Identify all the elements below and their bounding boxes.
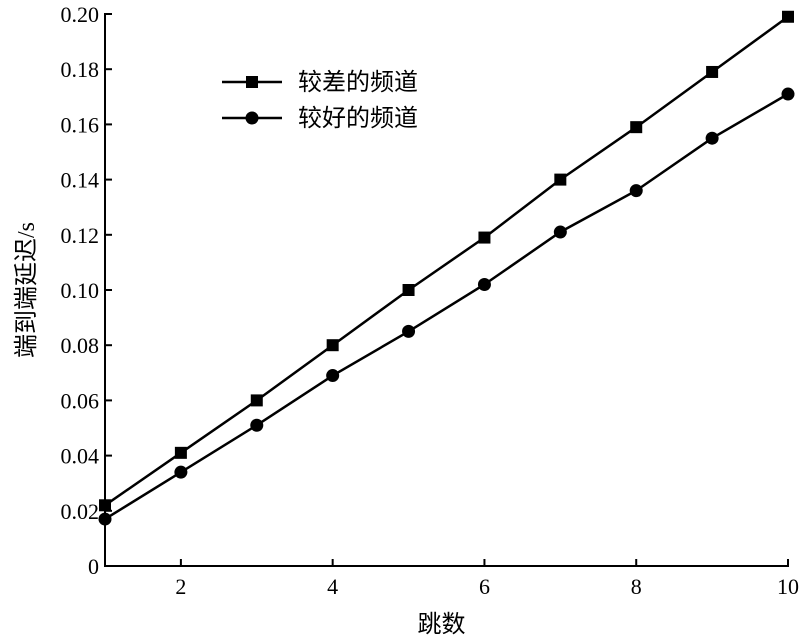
legend-entry: 较差的频道 [222,69,418,96]
y-axis-title: 端到端延迟/s [13,222,40,358]
legend-square-marker [246,76,258,88]
y-tick-label: 0 [88,554,99,579]
y-tick-label: 0.08 [61,333,100,358]
square-data-point [402,284,415,296]
square-data-point [326,339,339,352]
square-data-point [554,173,567,186]
square-data-point [99,499,111,512]
y-tick-label: 0.06 [61,388,100,413]
legend-circle-marker [245,111,259,125]
x-tick-label: 8 [631,574,642,599]
y-tick-label: 0.18 [61,57,100,82]
x-axis-title: 跳数 [418,611,466,638]
legend-entry: 较好的频道 [222,105,418,132]
circle-data-point [629,184,643,198]
circle-data-point [326,369,340,383]
y-ticks: 0 0.02 0.04 0.06 0.08 0.10 0.12 0.14 0.16 0.18 0.2… [61,2,112,579]
x-tick-label: 6 [479,574,490,599]
circle-data-point [174,465,188,479]
y-tick-label: 0.14 [61,168,100,193]
square-data-point [782,10,794,23]
series-2 [98,87,795,526]
legend-label: 较好的频道 [298,105,418,132]
series-1 [99,10,794,512]
square-data-point [478,231,491,244]
square-data-point [174,446,187,459]
circle-data-point [705,131,719,145]
y-tick-label: 0.04 [61,444,100,469]
y-tick-label: 0.12 [61,223,100,248]
x-tick-label: 4 [327,574,338,599]
circle-data-point [98,512,112,526]
legend-label: 较差的频道 [298,69,418,96]
square-data-point [630,121,643,134]
circle-data-point [477,277,491,291]
series-line [104,92,789,521]
x-ticks: 2 4 6 8 10 [175,559,799,599]
series-line [104,15,789,507]
circle-data-point [250,418,264,432]
y-tick-label: 0.16 [61,112,100,137]
axes [104,13,789,567]
x-tick-label: 10 [777,574,799,599]
series-layer [98,10,795,526]
circle-data-point [402,324,416,338]
square-data-point [250,394,263,407]
y-tick-label: 0.02 [61,499,100,524]
y-tick-label: 0.20 [61,2,100,27]
y-tick-label: 0.10 [61,278,100,303]
circle-data-point [781,87,795,101]
x-tick-label: 2 [175,574,186,599]
square-data-point [706,65,719,78]
circle-data-point [553,225,567,239]
